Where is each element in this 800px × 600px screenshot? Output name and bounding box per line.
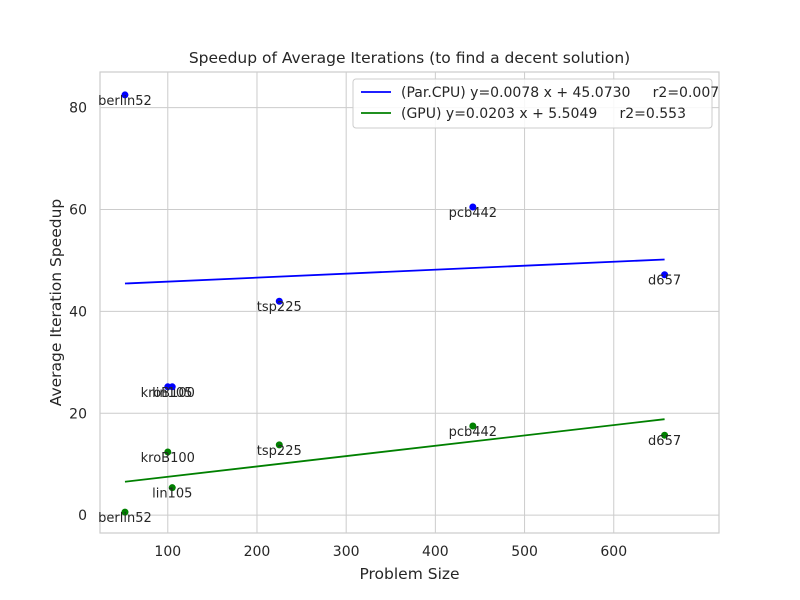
y-tick-label: 80: [69, 101, 87, 117]
series: berlin52kroB100lin105tsp225pcb442d657ber…: [98, 91, 681, 526]
point-par-cpu-berlin52: [121, 91, 129, 99]
point-gpu-berlin52: [121, 508, 129, 516]
fit-line-par-cpu: [124, 258, 665, 285]
x-axis-label: Problem Size: [359, 565, 459, 583]
point-label-gpu-berlin52: berlin52: [98, 511, 152, 526]
grid: [100, 72, 719, 533]
point-label-gpu-lin105: lin105: [152, 487, 192, 502]
x-tick-label: 400: [422, 544, 449, 560]
x-tick-label: 300: [333, 544, 360, 560]
fit-line-gpu: [124, 418, 665, 483]
legend-box: [352, 78, 713, 129]
point-label-gpu-d657: d657: [648, 434, 681, 449]
legend: (Par.CPU) y=0.0078 x + 45.0730 r2=0.007 …: [352, 78, 719, 129]
chart-title: Speedup of Average Iterations (to find a…: [189, 49, 630, 67]
point-label-gpu-tsp225: tsp225: [257, 444, 302, 459]
x-tick-label: 200: [244, 544, 271, 560]
x-tick-label: 500: [511, 544, 538, 560]
y-axis-label: Average Iteration Speedup: [47, 199, 65, 407]
point-gpu-kroB100: [164, 448, 172, 456]
x-tick-label: 600: [600, 544, 627, 560]
point-label-par-cpu-d657: d657: [648, 274, 681, 289]
point-gpu-lin105: [168, 484, 176, 492]
point-par-cpu-pcb442: [469, 203, 477, 211]
point-gpu-pcb442: [469, 422, 477, 430]
point-label-par-cpu-berlin52: berlin52: [98, 94, 152, 109]
point-gpu-tsp225: [275, 441, 283, 449]
y-tick-label: 20: [69, 406, 87, 422]
plot-frame: [99, 71, 720, 534]
point-label-gpu-pcb442: pcb442: [449, 425, 497, 440]
point-gpu-d657: [661, 431, 669, 439]
legend-entry-gpu: (GPU) y=0.0203 x + 5.5049 r2=0.553: [401, 106, 686, 122]
y-tick-label: 0: [78, 508, 87, 524]
y-tick-label: 40: [69, 304, 87, 320]
legend-entry-par-cpu: (Par.CPU) y=0.0078 x + 45.0730 r2=0.007: [401, 85, 719, 101]
point-label-par-cpu-lin105: lin105: [152, 386, 192, 401]
tick-labels: 100 200 300 400 500 600 0 20 40 60 80: [69, 101, 627, 560]
x-tick-label: 100: [154, 544, 181, 560]
point-label-gpu-kroB100: kroB100: [141, 451, 195, 466]
point-par-cpu-tsp225: [275, 297, 283, 305]
y-tick-label: 60: [69, 203, 87, 219]
point-label-par-cpu-pcb442: pcb442: [449, 206, 497, 221]
point-par-cpu-lin105: [168, 383, 176, 391]
point-par-cpu-d657: [661, 271, 669, 279]
point-label-par-cpu-kroB100: kroB100: [141, 386, 195, 401]
point-label-par-cpu-tsp225: tsp225: [257, 300, 302, 315]
